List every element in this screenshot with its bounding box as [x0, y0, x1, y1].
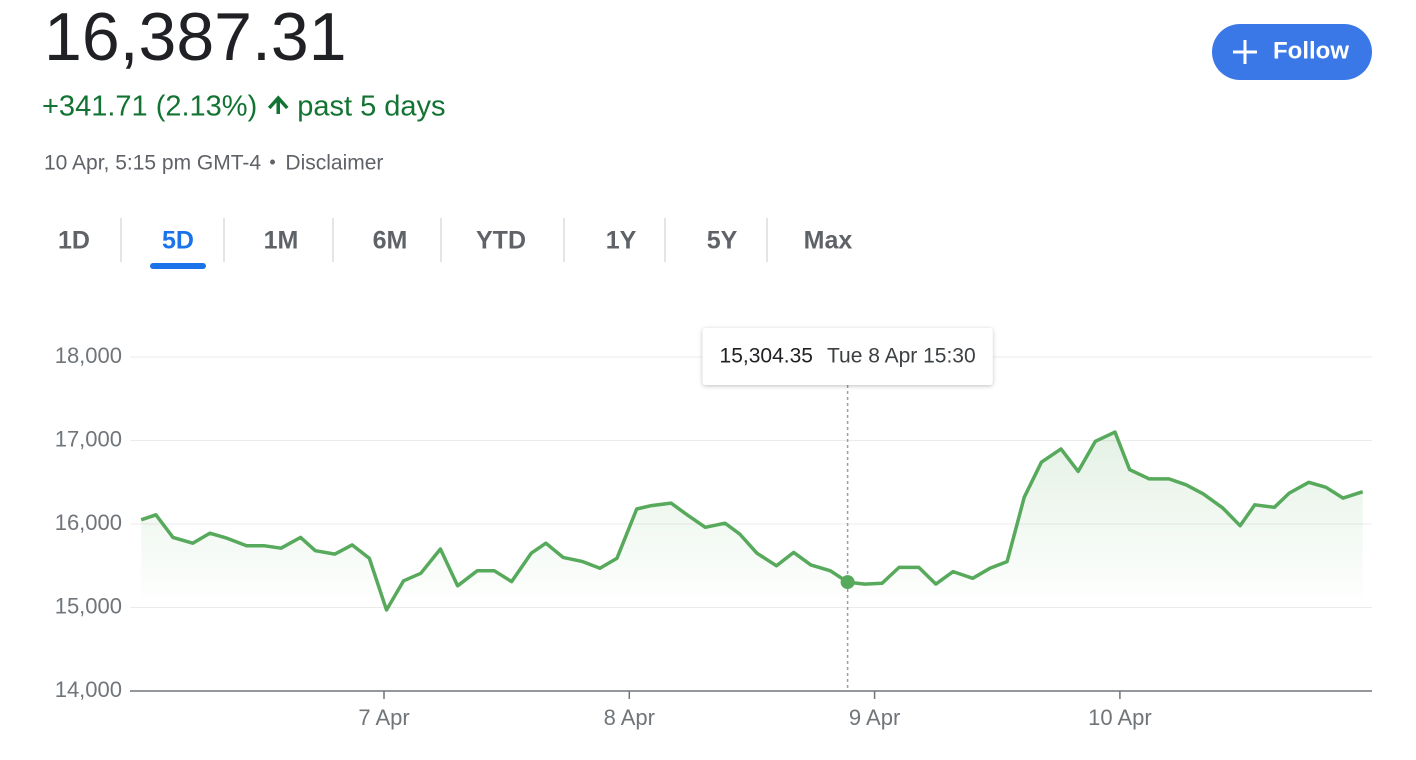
- change: +341.71 (2.13%): [42, 91, 257, 123]
- disclaimer-link[interactable]: Disclaimer: [285, 152, 383, 175]
- timestamp: 10 Apr, 5:15 pm GMT-4: [44, 152, 261, 175]
- up-arrow-icon: [267, 95, 289, 114]
- tooltip-box: [702, 328, 993, 385]
- x-tick-label: 9 Apr: [849, 705, 900, 730]
- tooltip: 15,304.35 Tue 8 Apr 15:30: [702, 328, 993, 385]
- separator: •: [269, 152, 275, 172]
- tab[interactable]: 1D: [58, 227, 90, 255]
- y-tick-label: 17,000: [55, 426, 122, 451]
- area-fill: [141, 432, 1363, 610]
- tab[interactable]: 6M: [373, 227, 408, 255]
- tab[interactable]: 5Y: [707, 227, 738, 255]
- tab[interactable]: 1Y: [606, 227, 637, 255]
- follow-label[interactable]: Follow: [1273, 37, 1349, 64]
- tab[interactable]: 5D: [162, 227, 194, 255]
- hover-point: [840, 575, 855, 590]
- tab[interactable]: YTD: [476, 227, 526, 255]
- follow-button[interactable]: Follow: [1212, 24, 1372, 80]
- x-tick-label: 8 Apr: [604, 705, 655, 730]
- tooltip-value: 15,304.35: [720, 345, 813, 368]
- period: past 5 days: [297, 91, 445, 123]
- y-tick-label: 18,000: [55, 343, 122, 368]
- follow-button-bg[interactable]: [1212, 24, 1372, 80]
- y-tick-label: 15,000: [55, 593, 122, 618]
- x-tick-label: 10 Apr: [1088, 705, 1152, 730]
- x-tick-label: 7 Apr: [358, 705, 409, 730]
- tooltip-date: Tue 8 Apr 15:30: [827, 345, 976, 368]
- y-tick-label: 14,000: [55, 677, 122, 702]
- price-line: [140, 430, 1364, 612]
- active-tab-underline: [150, 263, 206, 269]
- tab[interactable]: Max: [804, 227, 853, 255]
- plus-icon: [1233, 40, 1257, 64]
- y-tick-label: 16,000: [55, 510, 122, 535]
- price: 16,387.31: [44, 0, 347, 75]
- tab[interactable]: 1M: [264, 227, 299, 255]
